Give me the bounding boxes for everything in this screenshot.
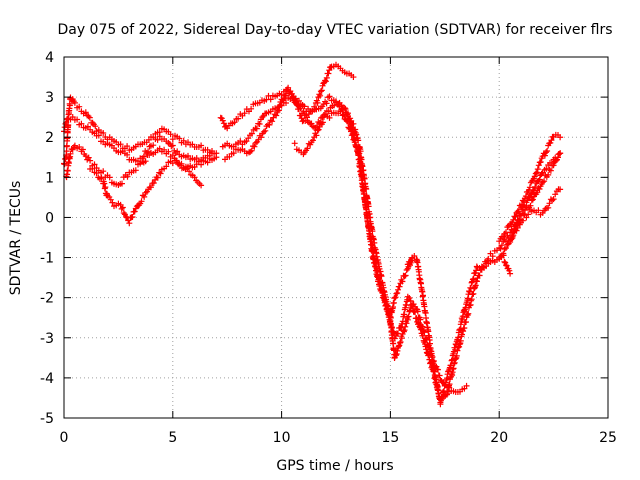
series-markers xyxy=(404,150,564,408)
y-tick-label: 4 xyxy=(45,50,54,66)
y-tick-label: 3 xyxy=(45,90,54,106)
y-tick-label: -3 xyxy=(40,331,54,347)
chart-title: Day 075 of 2022, Sidereal Day-to-day VTE… xyxy=(57,22,612,38)
x-tick-label: 15 xyxy=(381,430,399,446)
axis-ticks xyxy=(63,56,609,419)
series-markers xyxy=(496,186,564,262)
y-tick-label: -5 xyxy=(40,411,54,427)
plot-frame xyxy=(63,56,609,419)
series-9 xyxy=(404,150,564,408)
series-4 xyxy=(87,157,205,227)
grid xyxy=(64,57,608,418)
x-tick-label: 0 xyxy=(60,430,69,446)
x-tick-label: 20 xyxy=(490,430,508,446)
x-tick-label: 5 xyxy=(168,430,177,446)
series-12 xyxy=(496,186,564,262)
x-tick-label: 25 xyxy=(599,430,617,446)
y-tick-label: 1 xyxy=(45,170,54,186)
y-tick-label: -1 xyxy=(40,251,54,267)
y-tick-label: -4 xyxy=(40,371,54,387)
x-tick-label: 10 xyxy=(273,430,291,446)
y-tick-label: 0 xyxy=(45,210,54,226)
series-markers xyxy=(87,157,205,227)
y-tick-label: -2 xyxy=(40,291,54,307)
data-points xyxy=(61,61,564,408)
y-axis-label: SDTVAR / TECUs xyxy=(8,181,24,296)
tick-labels: 0 5 10 15 20 25 -5 -4 -3 -2 -1 0 1 2 3 4 xyxy=(40,50,617,446)
x-axis-label: GPS time / hours xyxy=(276,458,393,474)
y-tick-label: 2 xyxy=(45,130,54,146)
